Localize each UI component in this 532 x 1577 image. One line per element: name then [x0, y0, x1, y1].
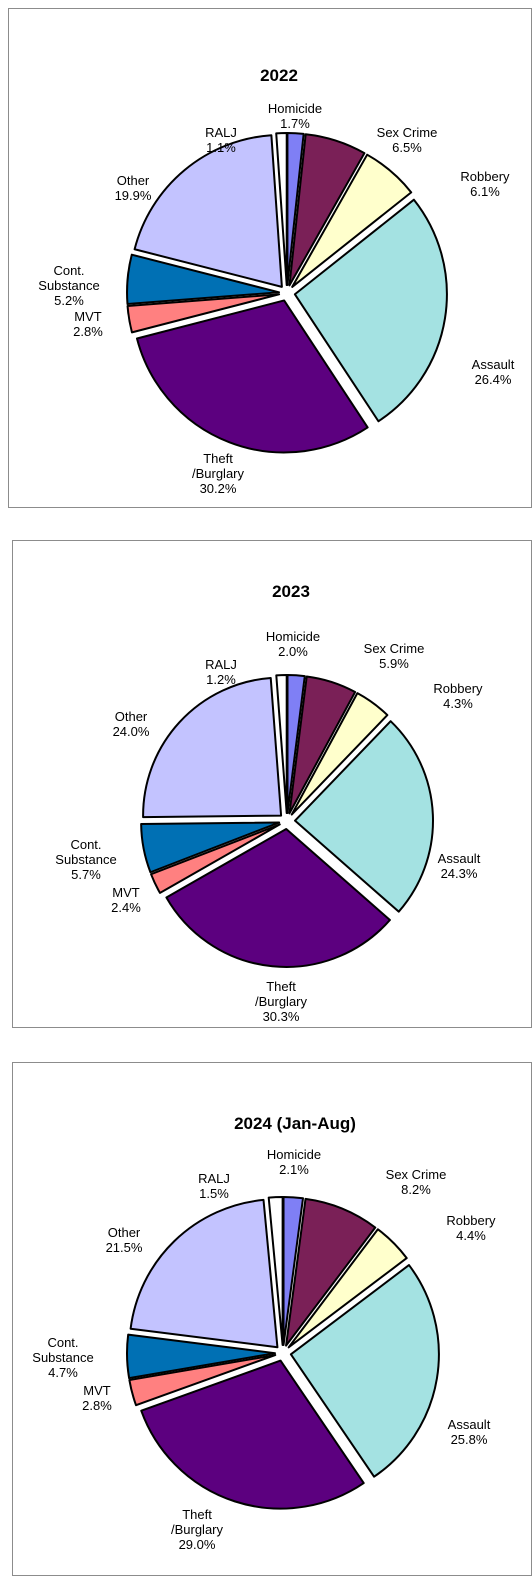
pie-slice-mvt [150, 823, 281, 894]
pie-slice-robbery [287, 1228, 408, 1349]
chart-title: 2023 [272, 582, 310, 601]
slice-label: Homicide 2.0% [266, 629, 320, 659]
slice-label: Assault 25.8% [448, 1417, 491, 1447]
slice-label: Other 19.9% [115, 173, 152, 203]
slice-label: Homicide 1.7% [268, 101, 322, 131]
pie-chart-2023: 2023 Homicide 2.0% Sex Crime 5.9% Robbery 4.3… [55, 582, 483, 1024]
slice-label: Other 21.5% [106, 1225, 143, 1255]
pie-slice-robbery [290, 692, 389, 816]
chart-title: 2022 [260, 66, 298, 85]
pie-slice-cont-substance [140, 821, 281, 874]
slice-label: Other 24.0% [113, 709, 150, 739]
pie-slice-ralj [275, 674, 288, 815]
pie-slice-mvt [128, 1354, 277, 1407]
slice-label: Robbery 4.3% [433, 681, 483, 711]
slice-label: Assault 26.4% [472, 357, 515, 387]
pie-chart-2024: 2024 (Jan-Aug) Homicide 2.1% Sex Crime 8.2%… [32, 1114, 496, 1552]
slice-label: Cont. Substance 4.7% [32, 1335, 93, 1380]
slice-label: Homicide 2.1% [267, 1147, 321, 1177]
pie-slice-theft-burglary [165, 827, 391, 968]
pie-slice-other [133, 134, 283, 288]
pie-slice-sex-crime [288, 133, 366, 287]
chart-panel-2022: 2022 Homicide 1.7% Sex Crime 6.5% Robbery 6.1… [8, 8, 532, 508]
slice-label: Cont. Substance 5.7% [55, 837, 116, 882]
slice-label: Sex Crime 8.2% [386, 1167, 447, 1197]
pie-slice-sex-crime [285, 1197, 377, 1347]
slice-label: Theft/Burglary 29.0% [171, 1507, 224, 1552]
pie-slice-assault [293, 198, 448, 423]
slice-label: RALJ 1.1% [205, 125, 237, 155]
slice-label: Assault 24.3% [438, 851, 481, 881]
chart-title: 2024 (Jan-Aug) [234, 1114, 356, 1133]
pie-slice-theft-burglary [140, 1359, 365, 1510]
slice-label: Cont. Substance 5.2% [38, 263, 99, 308]
pie-chart-2022: 2022 Homicide 1.7% Sex Crime 6.5% Robbery 6.1… [38, 66, 515, 496]
slice-label: MVT 2.4% [111, 885, 141, 915]
chart-panel-2023: 2023 Homicide 2.0% Sex Crime 5.9% Robbery 4.3… [12, 540, 532, 1028]
pie-slice-cont-substance [126, 1333, 276, 1380]
slice-label: Theft/Burglary 30.3% [255, 979, 308, 1024]
pie-slice-mvt [126, 293, 281, 334]
pie-slice-other [142, 676, 283, 819]
chart-panel-2024: 2024 (Jan-Aug) Homicide 2.1% Sex Crime 8.2%… [12, 1062, 532, 1576]
pie-slice-cont-substance [126, 253, 281, 306]
pie-slice-ralj [267, 1196, 284, 1347]
slice-label: Sex Crime 5.9% [364, 641, 425, 671]
pie-slice-ralj [275, 132, 288, 286]
slice-label: Theft/Burglary 30.2% [192, 451, 245, 496]
pie-slice-other [129, 1198, 279, 1349]
slice-label: Robbery 6.1% [460, 169, 510, 199]
pie-slice-robbery [291, 153, 413, 288]
slice-label: Robbery 4.4% [446, 1213, 496, 1243]
pie-slice-assault [289, 1264, 440, 1478]
pie-slice-theft-burglary [135, 299, 369, 454]
slice-label: MVT 2.8% [73, 309, 103, 339]
slice-label: RALJ 1.2% [205, 657, 237, 687]
pie-slice-sex-crime [288, 675, 357, 815]
slice-label: MVT 2.8% [82, 1383, 112, 1413]
slice-label: RALJ 1.5% [198, 1171, 230, 1201]
slice-label: Sex Crime 6.5% [377, 125, 438, 155]
pie-slice-assault [293, 720, 434, 913]
